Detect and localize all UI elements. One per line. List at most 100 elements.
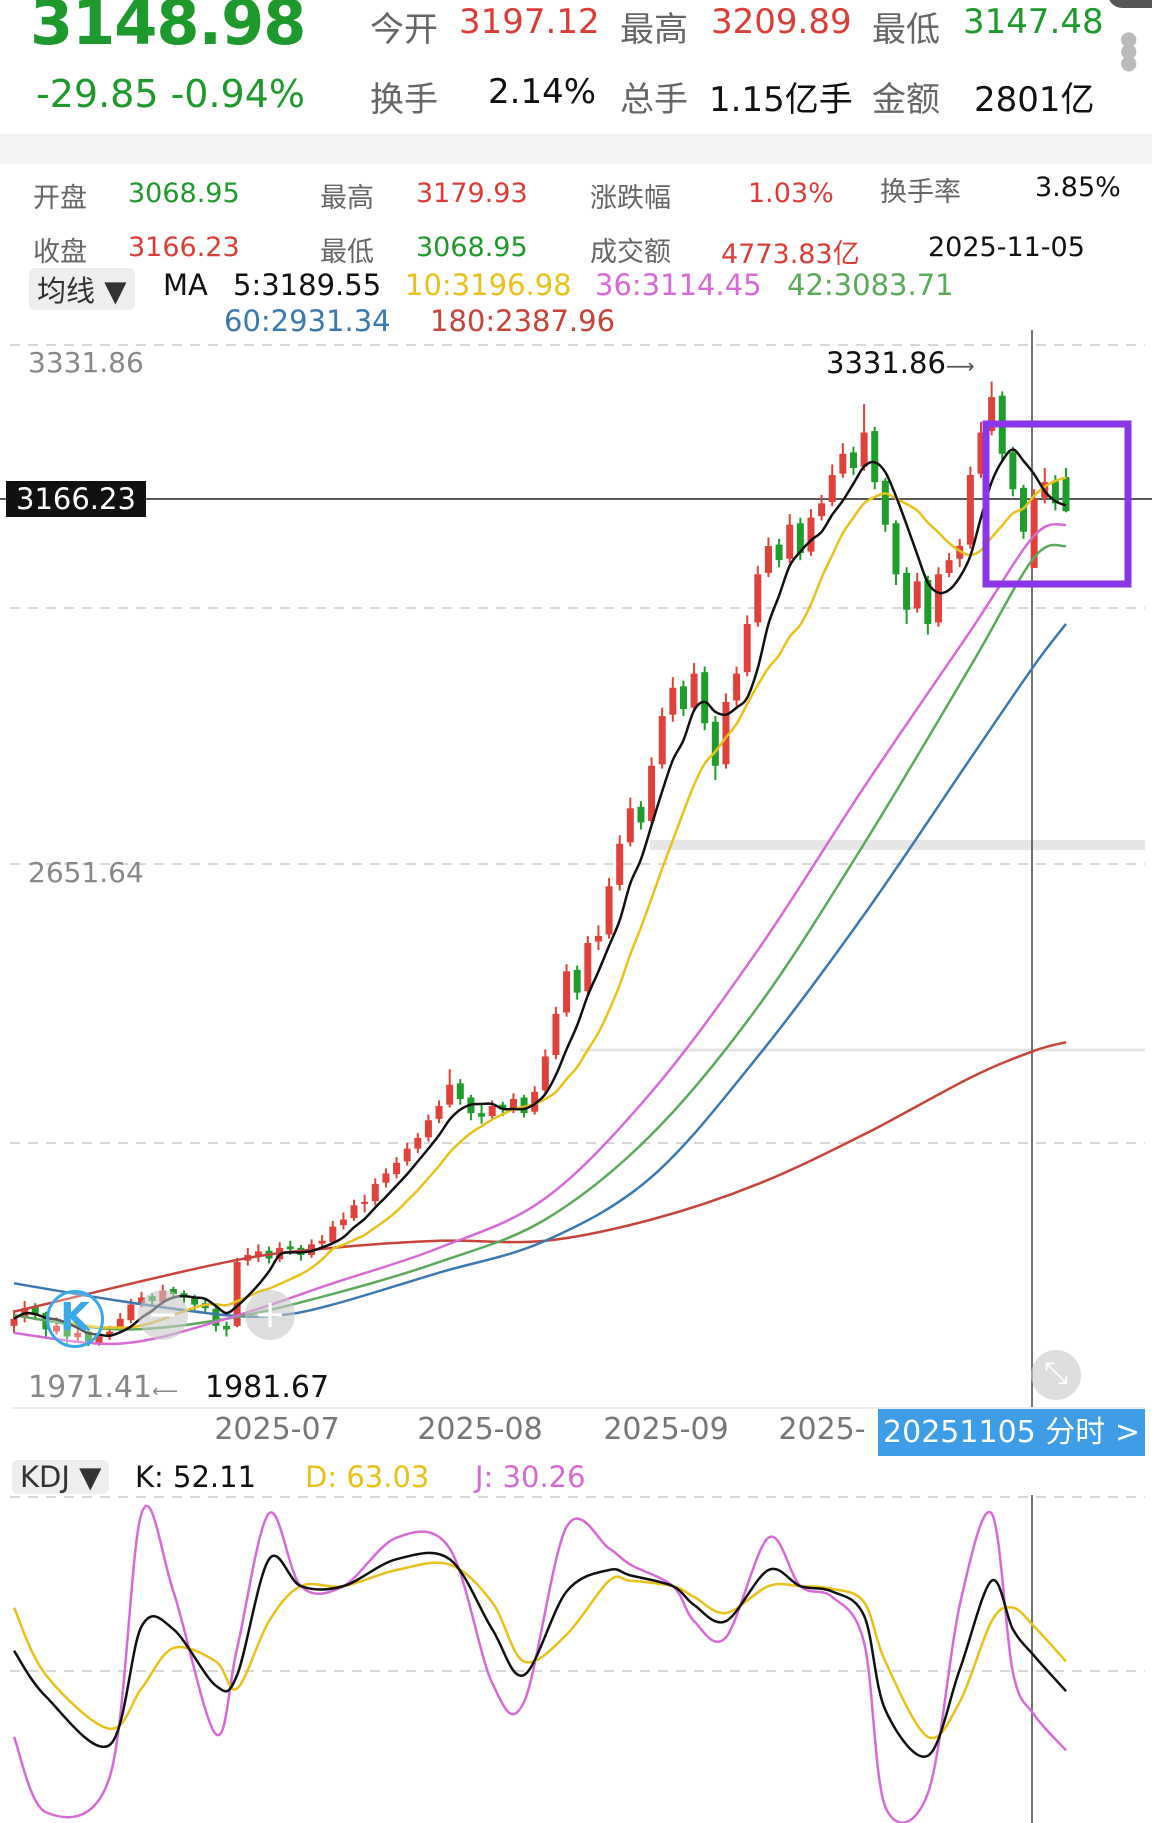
candle [531, 1086, 539, 1115]
candle [690, 662, 698, 712]
vertical-ellipsis-icon[interactable]: ● ● ● [1120, 26, 1138, 74]
zoom-out-button[interactable]: − [138, 1290, 188, 1340]
candle [722, 693, 730, 769]
candle-body [807, 517, 815, 552]
candle [839, 443, 847, 478]
y-axis-label-top: 3331.86 [28, 346, 144, 379]
candle-body [616, 843, 624, 885]
candle-body [786, 524, 794, 559]
candle-body [212, 1308, 220, 1326]
info-date: 2025-11-05 [928, 232, 1085, 263]
x-axis-label: 2025-07 [214, 1412, 340, 1447]
ma10-value: 10:3196.98 [405, 268, 572, 302]
candle [393, 1157, 401, 1179]
candle-body [903, 572, 911, 610]
high-marker: 3331.86⟶ [826, 346, 975, 380]
ma180-line [13, 1041, 1067, 1313]
info-open-value: 3068.95 [128, 178, 240, 209]
candle-body [945, 560, 953, 573]
info-pct-label: 涨跌幅 [590, 183, 671, 214]
candle-body [849, 452, 857, 468]
candle-body [648, 765, 656, 822]
candle-body [552, 1013, 560, 1056]
candle [924, 575, 932, 635]
candle [807, 509, 815, 556]
arrow-right-icon: ⟶ [945, 354, 975, 378]
info-pct-value: 1.03% [748, 178, 834, 209]
candle-body [764, 545, 772, 573]
candle [584, 935, 592, 996]
candle-body [233, 1262, 241, 1326]
candle-body [796, 523, 804, 554]
candle-body [828, 475, 836, 502]
candle [701, 666, 709, 731]
candle-body [339, 1219, 347, 1226]
amount-value: 2801亿 [974, 80, 1095, 120]
turnover-label: 换手 [370, 80, 438, 120]
candle-body [658, 716, 666, 765]
candle-body [499, 1104, 507, 1110]
turnover-value: 2.14% [488, 72, 597, 112]
x-axis-label: 2025- [778, 1412, 866, 1447]
candle-body [393, 1162, 401, 1175]
candle [733, 666, 741, 707]
candle [881, 477, 889, 532]
info-close-label: 收盘 [33, 237, 87, 268]
price-change: -29.85 -0.94% [36, 72, 305, 116]
candle-body [509, 1098, 517, 1111]
candle [849, 446, 857, 476]
crosshair-price-label: 3166.23 [6, 481, 146, 517]
candle [254, 1244, 262, 1263]
candle-body [414, 1137, 422, 1149]
candle [679, 680, 687, 717]
top-corner-handle [1108, 0, 1152, 8]
info-amount-value: 4773.83亿 [721, 239, 860, 270]
k-line-icon[interactable]: K [46, 1290, 104, 1348]
info-low-label: 最低 [320, 237, 374, 268]
candle-body [10, 1318, 18, 1326]
candle [361, 1194, 369, 1213]
ma10-line [13, 476, 1067, 1329]
candle-body [403, 1148, 411, 1162]
candle [658, 707, 666, 769]
candle-body [95, 1336, 103, 1343]
kdj-j-value: J: 30.26 [475, 1460, 586, 1494]
info-turnover-value: 3.85% [1035, 172, 1121, 203]
kdj-d-value: D: 63.03 [305, 1460, 430, 1494]
candlestick-chart[interactable] [0, 330, 1152, 1410]
candle [913, 572, 921, 613]
candle-body [913, 581, 921, 609]
candle [329, 1220, 337, 1245]
candle-body [191, 1297, 199, 1305]
ma-selector[interactable]: 均线 ▼ [29, 268, 135, 310]
candle [711, 716, 719, 780]
kdj-k-value: K: 52.11 [135, 1460, 257, 1494]
candle-body [743, 623, 751, 673]
kdj-selector[interactable]: KDJ ▼ [12, 1460, 110, 1494]
y-axis-label-mid: 2651.64 [28, 856, 144, 889]
candle [573, 965, 581, 1000]
intraday-date-button[interactable]: 20251105 分时 > [878, 1409, 1145, 1456]
amount-label: 金额 [872, 80, 940, 120]
candle-body [733, 673, 741, 701]
candle-body [456, 1083, 464, 1099]
kdj-chart[interactable] [0, 1495, 1152, 1823]
candle-body [605, 886, 613, 935]
candle-body [934, 574, 942, 623]
ma180-value: 180:2387.96 [430, 304, 616, 338]
candle [446, 1069, 454, 1108]
zoom-in-button[interactable]: + [245, 1290, 295, 1340]
arrow-left-icon: ⟵ [152, 1381, 178, 1402]
candle-body [573, 969, 581, 993]
candle [977, 421, 985, 478]
expand-icon[interactable]: ⤡ [1031, 1350, 1081, 1400]
candle-body [594, 935, 602, 942]
candle [1009, 446, 1017, 497]
candle-body [329, 1226, 337, 1243]
candle-body [584, 942, 592, 992]
candle-body [488, 1106, 496, 1116]
candle [669, 677, 677, 722]
candle-body [424, 1120, 432, 1138]
low-value: 3147.48 [963, 2, 1104, 42]
candle-body [1009, 452, 1017, 490]
